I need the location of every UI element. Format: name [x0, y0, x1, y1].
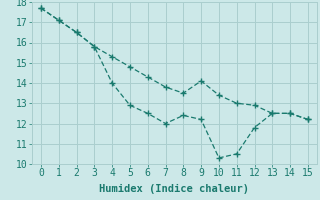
X-axis label: Humidex (Indice chaleur): Humidex (Indice chaleur)	[100, 184, 249, 194]
